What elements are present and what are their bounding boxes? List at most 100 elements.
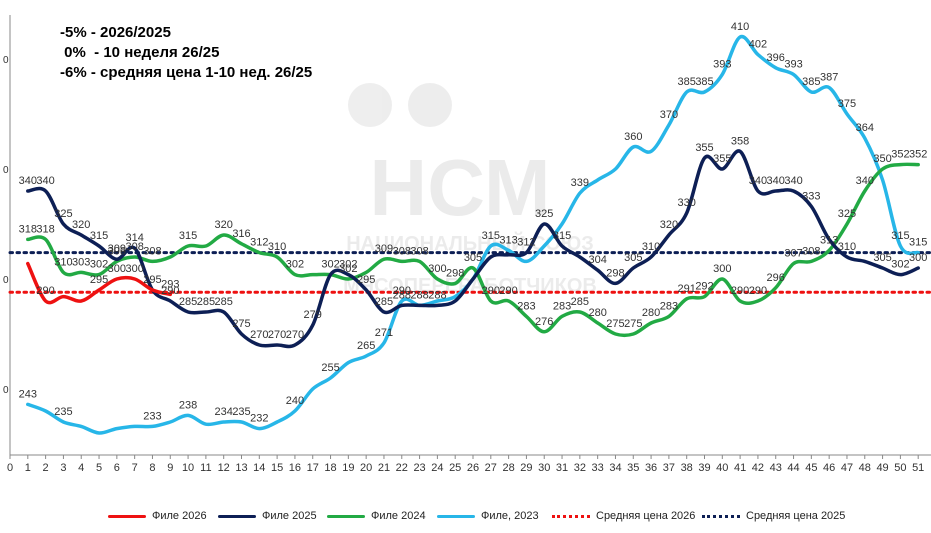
data-label: 302 <box>286 259 304 271</box>
data-label: 339 <box>571 177 589 189</box>
x-tick-label: 35 <box>627 462 639 474</box>
data-label: 393 <box>784 58 802 70</box>
x-tick-label: 45 <box>805 462 817 474</box>
x-tick-label: 27 <box>485 462 497 474</box>
legend-label: Средняя цена 2026 <box>596 510 696 522</box>
y-tick-label: 0 <box>3 165 9 176</box>
data-label: 320 <box>72 219 90 231</box>
data-label: 238 <box>179 399 197 411</box>
legend-item-file-2024: Филе 2024 <box>327 510 426 522</box>
data-label: 235 <box>232 406 250 418</box>
data-label: 385 <box>802 76 820 88</box>
data-label: 360 <box>624 131 642 143</box>
data-label: 309 <box>375 243 393 255</box>
data-label: 290 <box>499 285 517 297</box>
data-label: 340 <box>856 175 874 187</box>
data-label: 393 <box>713 58 731 70</box>
data-label: 308 <box>143 245 161 257</box>
data-label: 283 <box>517 300 535 312</box>
x-tick-label: 0 <box>7 462 13 474</box>
data-label: 325 <box>838 208 856 220</box>
chart-legend: Филе 2026 Филе 2025 Филе 2024 Филе, 2023… <box>0 508 931 528</box>
data-label: 300 <box>909 252 927 264</box>
data-label: 318 <box>36 223 54 235</box>
series-line-филе-2026 <box>26 261 173 305</box>
data-label: 303 <box>72 256 90 268</box>
x-tick-label: 47 <box>841 462 853 474</box>
legend-swatch <box>327 514 365 518</box>
x-tick-label: 33 <box>592 462 604 474</box>
data-label: 318 <box>19 223 37 235</box>
data-label: 285 <box>571 296 589 308</box>
data-label: 308 <box>125 241 143 253</box>
data-label: 270 <box>286 329 304 341</box>
data-label: 310 <box>838 241 856 253</box>
data-label: 396 <box>767 52 785 64</box>
x-tick-label: 25 <box>449 462 461 474</box>
legend-item-average-2025: Средняя цена 2025 <box>702 510 845 522</box>
data-label: 298 <box>606 267 624 279</box>
data-label: 295 <box>357 274 375 286</box>
data-label: 234 <box>215 406 233 418</box>
data-label: 340 <box>36 175 54 187</box>
x-tick-label: 37 <box>663 462 675 474</box>
x-tick-label: 17 <box>307 462 319 474</box>
data-label: 309 <box>108 243 126 255</box>
x-tick-label: 46 <box>823 462 835 474</box>
data-label: 298 <box>446 267 464 279</box>
data-label: 265 <box>357 340 375 352</box>
data-label: 302 <box>891 259 909 271</box>
x-tick-label: 41 <box>734 462 746 474</box>
series-line-филе-2024 <box>26 162 920 338</box>
data-label: 290 <box>482 285 500 297</box>
data-label: 340 <box>784 175 802 187</box>
legend-swatch <box>552 514 590 518</box>
x-tick-label: 28 <box>502 462 514 474</box>
series-line-филе-2025 <box>26 149 920 349</box>
data-label: 285 <box>375 296 393 308</box>
x-tick-label: 2 <box>43 462 49 474</box>
data-label: 315 <box>891 230 909 242</box>
x-tick-label: 1 <box>25 462 31 474</box>
x-tick-label: 48 <box>859 462 871 474</box>
data-label: 290 <box>731 285 749 297</box>
data-label: 285 <box>179 296 197 308</box>
x-tick-label: 19 <box>342 462 354 474</box>
data-label: 325 <box>535 208 553 220</box>
data-label: 300 <box>108 263 126 275</box>
legend-label: Средняя цена 2025 <box>746 510 846 522</box>
x-tick-label: 26 <box>467 462 479 474</box>
data-label: 385 <box>695 76 713 88</box>
legend-item-average-2026: Средняя цена 2026 <box>552 510 695 522</box>
data-label: 312 <box>250 237 268 249</box>
x-tick-label: 38 <box>681 462 693 474</box>
data-label: 313 <box>499 234 517 246</box>
data-label: 302 <box>339 263 357 275</box>
data-label: 320 <box>660 219 678 231</box>
data-label: 275 <box>606 318 624 330</box>
x-tick-label: 39 <box>698 462 710 474</box>
x-tick-label: 42 <box>752 462 764 474</box>
legend-item-file-2023: Филе, 2023 <box>437 510 539 522</box>
data-label: 300 <box>713 263 731 275</box>
data-label: 315 <box>553 230 571 242</box>
legend-label: Филе 2024 <box>371 510 426 522</box>
data-label: 305 <box>624 252 642 264</box>
data-label: 308 <box>393 245 411 257</box>
x-tick-label: 36 <box>645 462 657 474</box>
data-label: 235 <box>54 406 72 418</box>
watermark-logo-figure-2 <box>408 83 452 127</box>
x-tick-label: 15 <box>271 462 283 474</box>
data-label: 232 <box>250 413 268 425</box>
x-tick-label: 10 <box>182 462 194 474</box>
x-tick-label: 31 <box>556 462 568 474</box>
x-tick-label: 11 <box>200 462 211 474</box>
data-label: 290 <box>161 285 179 297</box>
data-label: 310 <box>54 256 72 268</box>
data-label: 305 <box>464 252 482 264</box>
x-tick-label: 9 <box>167 462 173 474</box>
watermark-logo-figure-1 <box>348 83 392 127</box>
data-label: 315 <box>179 230 197 242</box>
